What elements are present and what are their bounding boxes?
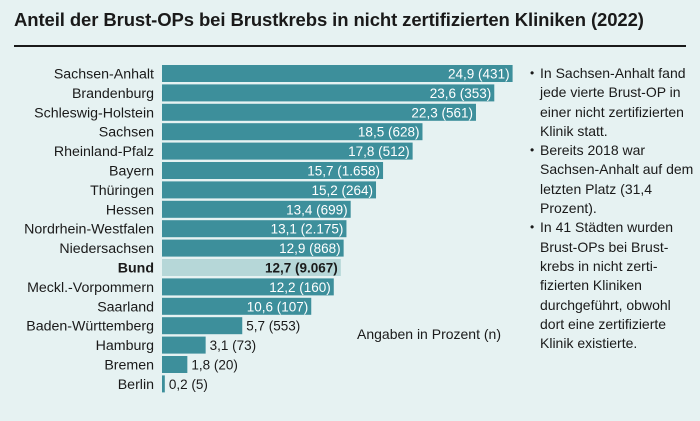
bar bbox=[162, 142, 413, 160]
category-label: Sachsen bbox=[99, 125, 154, 141]
value-label: 1,8 (20) bbox=[191, 358, 238, 373]
value-label: 24,9 (431) bbox=[448, 67, 510, 82]
bar bbox=[162, 220, 347, 238]
bar bbox=[162, 200, 351, 218]
value-label: 13,4 (699) bbox=[286, 202, 348, 217]
sidebar-note: In Sachsen-Anhalt fand jede vierte Brust… bbox=[530, 64, 695, 141]
value-label: 12,2 (160) bbox=[269, 280, 331, 295]
category-label: Bayern bbox=[109, 164, 154, 180]
chart-title: Anteil der Brust-OPs bei Brustkrebs in n… bbox=[14, 9, 644, 30]
category-label: Sachsen-Anhalt bbox=[54, 67, 154, 83]
bar bbox=[162, 278, 334, 296]
value-label: 12,9 (868) bbox=[279, 241, 341, 256]
value-label: 15,2 (264) bbox=[311, 183, 373, 198]
value-label: 23,6 (353) bbox=[430, 86, 492, 101]
category-label: Berlin bbox=[118, 377, 154, 393]
value-label: 17,8 (512) bbox=[348, 144, 410, 159]
value-label: 15,7 (1.658) bbox=[307, 164, 380, 179]
bar bbox=[162, 259, 341, 276]
category-label: Meckl.-Vorpommern bbox=[27, 280, 154, 296]
bar bbox=[162, 336, 206, 354]
value-label: 5,7 (553) bbox=[246, 319, 300, 334]
category-label: Baden-Württemberg bbox=[26, 319, 154, 335]
category-label: Schleswig-Holstein bbox=[34, 105, 154, 121]
bar bbox=[162, 317, 243, 335]
category-label: Hamburg bbox=[96, 338, 154, 354]
value-label: 12,7 (9.067) bbox=[265, 261, 338, 276]
category-label: Thüringen bbox=[90, 183, 154, 199]
bar bbox=[162, 375, 165, 393]
value-label: 18,5 (628) bbox=[358, 125, 420, 140]
category-label: Bund bbox=[118, 261, 154, 277]
category-label: Hessen bbox=[106, 202, 154, 218]
unit-note: Angaben in Prozent (n) bbox=[357, 326, 501, 342]
bar bbox=[162, 181, 377, 199]
value-label: 0,2 (5) bbox=[169, 377, 208, 392]
category-label: Brandenburg bbox=[72, 86, 154, 102]
value-label: 10,6 (107) bbox=[247, 299, 309, 314]
value-label: 22,3 (561) bbox=[411, 105, 473, 120]
category-label: Niedersachsen bbox=[59, 241, 154, 257]
bar bbox=[162, 65, 513, 82]
category-label: Nordrhein-Westfalen bbox=[24, 222, 154, 238]
value-label: 13,1 (2.175) bbox=[271, 222, 344, 237]
bar bbox=[162, 356, 188, 373]
category-label: Saarland bbox=[97, 299, 154, 315]
bar-chart: Sachsen-Anhalt 24,9 (431) Brandenburg 23,6 … bbox=[24, 65, 513, 393]
sidebar-notes: In Sachsen-Anhalt fand jede vierte Brust… bbox=[530, 64, 695, 353]
title-divider bbox=[14, 45, 686, 47]
bar bbox=[162, 162, 384, 179]
bar bbox=[162, 84, 495, 102]
category-label: Rheinland-Pfalz bbox=[54, 144, 154, 160]
bar bbox=[162, 239, 344, 257]
value-label: 3,1 (73) bbox=[210, 338, 257, 353]
bar bbox=[162, 123, 423, 141]
bar bbox=[162, 103, 476, 121]
bar bbox=[162, 297, 312, 315]
category-label: Bremen bbox=[104, 358, 154, 374]
sidebar-note: In 41 Städten wurden Brust-OPs bei Brust… bbox=[530, 218, 695, 353]
sidebar-note: Bereits 2018 war Sachsen-Anhalt auf dem … bbox=[530, 141, 695, 218]
